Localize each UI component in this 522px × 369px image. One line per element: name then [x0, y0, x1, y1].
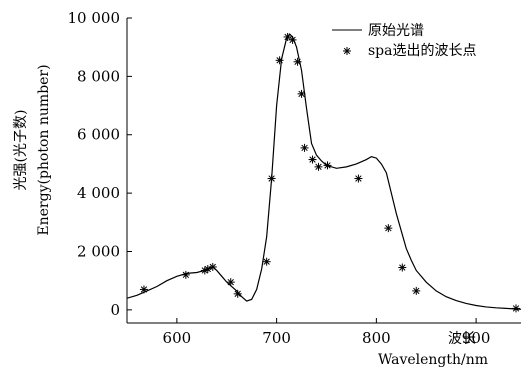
plot-area: [126, 32, 522, 313]
x-axis-label-en: Wavelength/nm: [378, 352, 488, 368]
spa-point: [181, 270, 190, 279]
spa-point: [288, 35, 297, 44]
spa-point: [297, 89, 306, 98]
spa-point: [384, 224, 393, 233]
spa-point: [275, 56, 284, 65]
y-tick-label: 4 000: [77, 184, 120, 202]
spa-point: [300, 143, 309, 152]
spa-point: [323, 161, 332, 170]
spa-point: [512, 304, 521, 313]
legend-label-1: spa选出的波长点: [368, 43, 477, 59]
y-tick-label: 8 000: [77, 67, 120, 85]
y-ticks: 0 2 000 4 000 6 000 8 000 10 000: [68, 9, 132, 319]
legend-asterisk: [343, 47, 351, 55]
y-tick-label: 6 000: [77, 126, 120, 144]
x-tick-label: 600: [163, 329, 192, 347]
series-line-original-spectrum: [126, 33, 522, 310]
spa-point: [262, 257, 271, 266]
spa-point: [267, 174, 276, 183]
legend: 原始光谱 spa选出的波长点: [332, 23, 477, 59]
legend-asterisk-swatch: [343, 47, 351, 55]
spa-point: [226, 278, 235, 287]
y-axis-label-en: Energy(photon number): [36, 64, 52, 235]
y-tick-label: 2 000: [77, 242, 120, 260]
spa-point: [233, 289, 242, 298]
spa-point: [412, 286, 421, 295]
x-tick-label: 700: [262, 329, 291, 347]
x-ticks: 600 700 800 900: [163, 318, 491, 347]
x-tick-label: 800: [362, 329, 391, 347]
y-tick-label: 0: [110, 301, 120, 319]
axes: [126, 18, 521, 324]
spa-point: [308, 155, 317, 164]
spa-point: [208, 262, 217, 271]
legend-label-0: 原始光谱: [368, 23, 424, 39]
spa-point: [314, 162, 323, 171]
x-axis-label-cn: 波长: [448, 331, 476, 347]
spa-point: [139, 285, 148, 294]
y-tick-label: 10 000: [68, 9, 121, 27]
y-axis-label-cn: 光强(光子数): [13, 110, 29, 191]
x-tick-label: 900: [462, 329, 491, 347]
spa-point: [293, 57, 302, 66]
spa-point: [398, 263, 407, 272]
spa-point: [354, 174, 363, 183]
